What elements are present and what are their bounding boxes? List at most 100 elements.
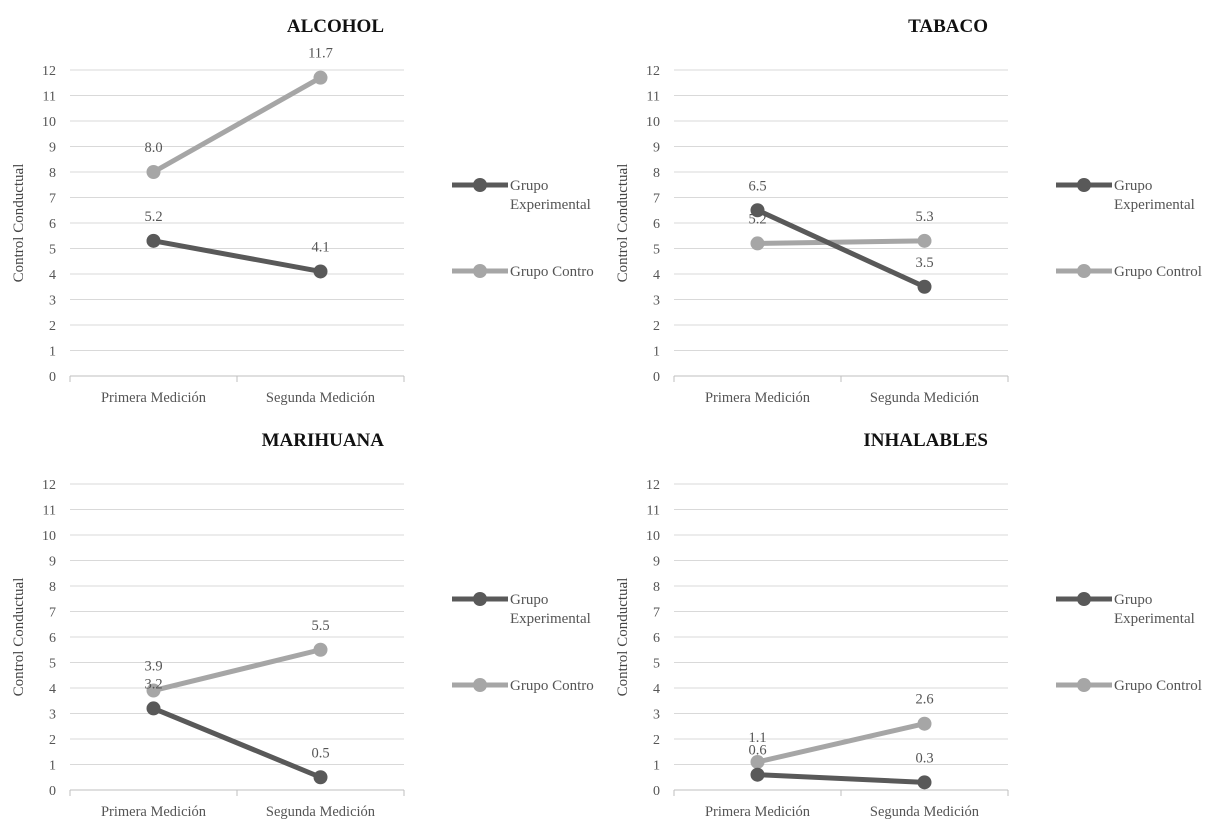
data-point-grupo-control xyxy=(750,236,765,251)
x-tick-label: Primera Medición xyxy=(705,390,811,406)
x-tick-label: Segunda Medición xyxy=(266,390,376,406)
y-tick-label: 0 xyxy=(49,784,56,799)
y-tick-label: 9 xyxy=(49,141,56,156)
chart-panel-tabaco: TABACO 0 1 2 3 4 5 6 7 8 9 10 11 12 Primera Medición Se… xyxy=(604,0,1208,413)
data-point-grupo-experimental xyxy=(917,279,932,294)
y-tick-label: 6 xyxy=(653,217,660,232)
data-label-grupo-control: 5.5 xyxy=(311,618,329,634)
y-tick-label: 7 xyxy=(49,192,56,207)
y-tick-label: 4 xyxy=(49,268,56,283)
y-tick-label: 5 xyxy=(653,657,660,672)
y-tick-label: 8 xyxy=(653,166,660,181)
y-tick-label: 6 xyxy=(653,631,660,646)
data-label-grupo-experimental: 0.3 xyxy=(915,750,933,766)
y-tick-label: 9 xyxy=(653,141,660,156)
y-tick-label: 0 xyxy=(653,784,660,799)
legend-marker-grupo-experimental xyxy=(1077,178,1091,192)
legend-marker-grupo-experimental xyxy=(1077,592,1091,606)
data-point-grupo-experimental xyxy=(146,701,161,716)
chart-panel-inhalables: INHALABLES 0 1 2 3 4 5 6 7 8 9 10 11 12 Primera Medici… xyxy=(604,414,1208,827)
data-label-grupo-experimental: 3.2 xyxy=(144,676,162,692)
y-tick-label: 8 xyxy=(49,166,56,181)
x-tick-label: Primera Medición xyxy=(705,804,811,820)
y-tick-label: 8 xyxy=(653,580,660,595)
y-tick-label: 2 xyxy=(49,319,56,334)
y-tick-label: 2 xyxy=(653,733,660,748)
chart-title: ALCOHOL xyxy=(287,16,384,37)
y-tick-label: 5 xyxy=(49,657,56,672)
y-tick-label: 1 xyxy=(49,345,56,360)
y-axis-label: Control Conductual xyxy=(11,578,27,697)
y-tick-label: 9 xyxy=(49,555,56,570)
chart-title: TABACO xyxy=(908,16,988,37)
y-tick-label: 3 xyxy=(49,708,56,723)
y-tick-label: 2 xyxy=(49,733,56,748)
y-tick-label: 11 xyxy=(647,504,660,519)
y-tick-label: 3 xyxy=(49,294,56,309)
y-tick-label: 0 xyxy=(653,370,660,385)
data-label-grupo-experimental: 5.2 xyxy=(144,209,162,225)
y-tick-label: 7 xyxy=(653,192,660,207)
y-tick-label: 1 xyxy=(653,759,660,774)
y-tick-label: 0 xyxy=(49,370,56,385)
data-point-grupo-control xyxy=(750,754,765,769)
series-line-grupo-control xyxy=(151,647,323,694)
legend-label: Grupo Control xyxy=(1114,264,1202,280)
legend-label: Grupo Control xyxy=(1114,678,1202,694)
data-point-grupo-experimental xyxy=(917,775,932,790)
y-tick-label: 5 xyxy=(653,243,660,258)
data-label-grupo-control: 3.9 xyxy=(144,659,162,675)
y-tick-label: 6 xyxy=(49,631,56,646)
legend-marker-grupo-control xyxy=(473,678,487,692)
data-point-grupo-control xyxy=(146,683,161,698)
data-label-grupo-control: 5.3 xyxy=(915,209,933,225)
series-line-grupo-control xyxy=(755,238,927,246)
legend-marker-grupo-experimental xyxy=(473,592,487,606)
y-tick-label: 10 xyxy=(646,115,660,130)
y-tick-label: 10 xyxy=(646,529,660,544)
legend-label: Grupo Experimental xyxy=(1114,592,1195,627)
legend-label: Grupo Experimental xyxy=(510,592,591,627)
y-tick-label: 10 xyxy=(42,529,56,544)
y-tick-label: 12 xyxy=(646,478,660,493)
legend-marker-grupo-control xyxy=(1077,678,1091,692)
y-tick-label: 11 xyxy=(647,90,660,105)
x-tick-label: Segunda Medición xyxy=(870,390,980,406)
y-tick-label: 3 xyxy=(653,294,660,309)
data-point-grupo-control xyxy=(313,642,328,657)
y-tick-label: 9 xyxy=(653,555,660,570)
legend-label: Grupo Experimental xyxy=(510,178,591,213)
x-tick-label: Segunda Medición xyxy=(266,804,376,820)
chart-title: INHALABLES xyxy=(863,430,988,451)
chart-panel-marihuana: MARIHUANA 0 1 2 3 4 5 6 7 8 9 10 11 12 Primera Medició… xyxy=(0,414,604,827)
series-line-grupo-control xyxy=(151,75,323,175)
y-axis-label: Control Conductual xyxy=(615,164,631,283)
data-point-grupo-experimental xyxy=(750,767,765,782)
data-point-grupo-control xyxy=(146,165,161,179)
y-tick-label: 1 xyxy=(49,759,56,774)
y-tick-label: 7 xyxy=(653,606,660,621)
y-axis-label: Control Conductual xyxy=(11,164,27,283)
series-line-grupo-experimental xyxy=(755,772,927,785)
data-label-grupo-control: 8.0 xyxy=(144,140,162,156)
data-point-grupo-control xyxy=(313,70,328,85)
y-tick-label: 5 xyxy=(49,243,56,258)
series-line-grupo-control xyxy=(755,721,927,765)
x-tick-label: Primera Medición xyxy=(101,390,207,406)
x-tick-label: Primera Medición xyxy=(101,804,207,820)
data-label-grupo-experimental: 0.5 xyxy=(311,745,329,761)
y-tick-label: 1 xyxy=(653,345,660,360)
data-point-grupo-experimental xyxy=(313,264,328,279)
data-point-grupo-experimental xyxy=(750,203,765,218)
y-tick-label: 6 xyxy=(49,217,56,232)
x-tick-label: Segunda Medición xyxy=(870,804,980,820)
data-label-grupo-control: 2.6 xyxy=(915,692,933,708)
y-tick-label: 4 xyxy=(49,682,56,697)
data-label-grupo-experimental: 3.5 xyxy=(915,255,933,271)
data-label-grupo-experimental: 4.1 xyxy=(311,239,329,255)
data-point-grupo-experimental xyxy=(313,770,328,785)
y-tick-label: 12 xyxy=(42,64,56,79)
y-tick-label: 10 xyxy=(42,115,56,130)
